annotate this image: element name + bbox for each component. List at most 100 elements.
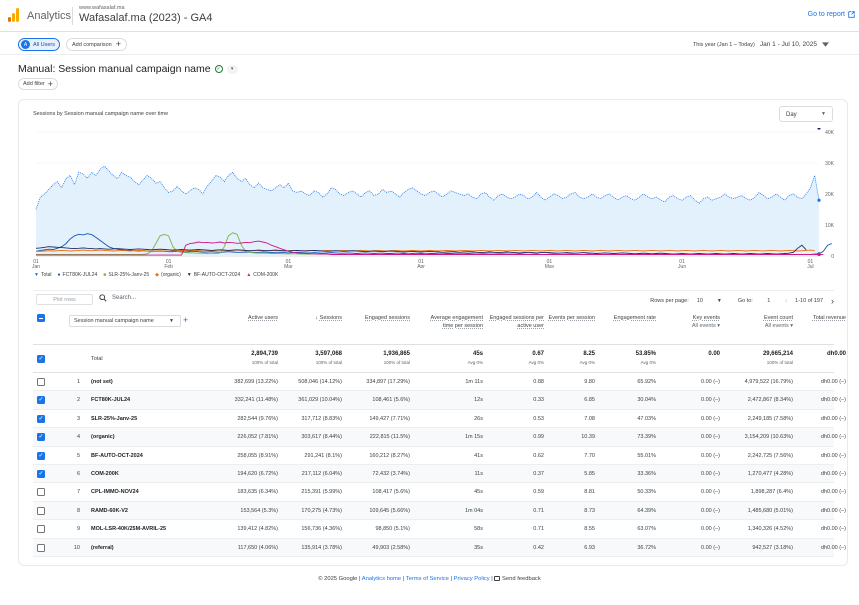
table-row[interactable]: ✓ 2 FCT80K-JUL24 332,241 (11.48%) 361,029 (1… [33, 391, 846, 410]
table-cell: 0.00 (–) [701, 397, 720, 404]
page-range: 1-10 of 197 [795, 298, 823, 304]
audience-label: All Users [33, 41, 56, 48]
date-range-picker[interactable]: This year (Jan 1 – Today) Jan 1 - Jul 10… [693, 41, 829, 48]
column-header[interactable]: ↓ Sessions [315, 314, 342, 322]
row-index: 5 [76, 452, 80, 459]
column-header[interactable]: Event count All events ▾ [764, 314, 793, 330]
total-percent: Avg 0% [640, 360, 656, 365]
table-cell: 1m 15s [464, 434, 483, 441]
table-cell: 170,275 (4.73%) [301, 507, 342, 514]
check-circle-icon[interactable]: ✓ [214, 65, 223, 73]
table-row[interactable]: ✓ 3 SLR-25%-Janv-25 282,544 (9.76%) 317,712 … [33, 410, 846, 429]
go-to-report-label: Go to report [807, 11, 845, 18]
add-dimension-plus-icon[interactable]: + [183, 315, 189, 325]
x-tick-month: Feb [164, 264, 173, 268]
series-line-3[interactable] [36, 249, 815, 252]
legend-marker-icon: ◆ [155, 272, 160, 278]
select-all-checkbox[interactable] [37, 314, 45, 322]
table-cell: dh0.00 (–) [820, 397, 846, 404]
series-line-4[interactable] [35, 244, 807, 255]
terms-link[interactable]: Terms of Service [405, 576, 449, 582]
y-tick-label: 30K [825, 161, 835, 167]
column-header[interactable]: Active users [248, 314, 278, 322]
rows-per-page-select[interactable]: 10 ▼ [697, 298, 722, 304]
chevron-down-icon[interactable]: ▾ [226, 64, 238, 74]
go-to-report-link[interactable]: Go to report [808, 11, 855, 18]
audience-chip[interactable]: A All Users [18, 38, 61, 51]
row-checkbox[interactable] [37, 525, 45, 534]
totals-checkbox[interactable]: ✓ [37, 355, 45, 363]
table-cell: 0.00 (–) [701, 507, 720, 514]
table-row[interactable]: ✓ 4 (organic) 226,052 (7.81%) 303,617 (8.44%… [33, 428, 846, 447]
campaign-name: SLR-25%-Janv-25 [91, 415, 138, 422]
send-feedback-link[interactable]: Send feedback [502, 576, 541, 582]
legend-item[interactable]: ● FCT80K-JUL24 [58, 272, 98, 278]
table-row[interactable]: 8 RAMD-60K-V2 153,564 (5.3%) 170,275 (4.73%… [33, 501, 846, 521]
column-header[interactable]: Engaged sessions per active user [482, 314, 544, 330]
table-row[interactable]: 7 CPL-IMMO-NOV24 183,635 (6.34%) 215,391 (5… [33, 483, 846, 502]
table-row[interactable]: 1 (not set) 382,699 (13.22%) 508,046 (14.12… [33, 373, 846, 392]
row-checkbox[interactable] [37, 506, 45, 515]
series-end-marker [817, 128, 821, 130]
table-cell: 0.33 [533, 397, 544, 404]
analytics-logo-icon[interactable] [8, 8, 20, 22]
dimension-select[interactable]: Session manual campaign name ▼ [69, 315, 181, 327]
row-checkbox[interactable]: ✓ [37, 396, 45, 405]
event-filter-select[interactable]: All events ▾ [764, 323, 793, 329]
table-row[interactable]: 10 (referral) 117,650 (4.06%) 135,914 (3.78… [33, 538, 846, 557]
table-row[interactable]: ✓ 5 BF-AUTO-OCT-2024 258,055 (8.91%) 291,241… [33, 447, 846, 465]
legend-item[interactable]: ▼ BF-AUTO-OCT-2024 [187, 272, 241, 278]
goto-page-input[interactable]: 1 [767, 298, 771, 304]
series-line-total[interactable] [35, 165, 820, 210]
privacy-link[interactable]: Privacy Policy [453, 576, 490, 582]
line-chart[interactable]: 40K30K20K10K001Jan01Feb01Mar01Apr01May01… [19, 128, 847, 268]
table-row[interactable]: 9 MOL-LSR-40K/25M-AVRIL-25 139,412 (4.82%)… [33, 520, 846, 539]
row-checkbox[interactable]: ✓ [37, 451, 45, 460]
table-row[interactable]: ✓ 6 COM-200K 194,620 (6.72%) 217,112 (6.04%)… [33, 464, 846, 484]
series-line-5[interactable] [36, 240, 824, 256]
chevron-down-icon: ▼ [716, 298, 722, 304]
search-box[interactable]: Search... [99, 294, 136, 302]
search-input[interactable]: Search... [112, 295, 137, 301]
column-header[interactable]: Key events All events ▾ [692, 314, 720, 330]
date-range-value: Jan 1 - Jul 10, 2025 [759, 41, 817, 48]
chevron-right-icon[interactable]: › [831, 296, 834, 306]
row-checkbox[interactable] [37, 378, 45, 386]
column-header-label: Sessions [319, 315, 342, 321]
property-selector[interactable]: Wafasalaf.ma (2023) - GA4 [79, 12, 213, 24]
analytics-home-link[interactable]: Analytics home [361, 576, 402, 582]
legend-label: COM-200K [253, 272, 279, 278]
granularity-select[interactable]: Day ▼ [779, 106, 833, 122]
legend-item[interactable]: ■ SLR-25%-Janv-25 [103, 272, 149, 278]
chart-title: Sessions by Session manual campaign name… [33, 111, 169, 117]
event-filter-select[interactable]: All events ▾ [691, 323, 720, 329]
column-header[interactable]: Engaged sessions [365, 314, 410, 322]
column-header[interactable]: Events per session [549, 314, 595, 322]
chevron-left-icon[interactable]: ‹ [784, 297, 788, 305]
row-checkbox[interactable]: ✓ [37, 414, 45, 423]
row-checkbox[interactable] [37, 488, 45, 497]
row-checkbox[interactable] [37, 543, 45, 552]
column-header[interactable]: Average engagement time per session [421, 314, 484, 330]
legend-item[interactable]: ▼ Total [34, 272, 52, 278]
legend-item[interactable]: ▲ COM-200K [246, 272, 278, 278]
total-cell: 2,894,739 100% of total [251, 351, 278, 365]
table-cell: 41s [474, 452, 483, 459]
add-filter-button[interactable]: Add filter + [18, 78, 58, 90]
row-checkbox[interactable]: ✓ [37, 469, 45, 478]
row-checkbox[interactable]: ✓ [37, 433, 45, 442]
footer: © 2025 Google | Analytics home | Terms o… [318, 576, 541, 582]
column-header-label: Engagement rate [613, 315, 656, 321]
plus-icon: + [115, 39, 122, 49]
column-header[interactable]: Total revenue [813, 314, 846, 322]
series-end-marker [817, 252, 821, 257]
legend-item[interactable]: ◆ (organic) [155, 272, 181, 278]
column-header[interactable]: Engagement rate [614, 314, 656, 322]
campaign-name: MOL-LSR-40K/25M-AVRIL-25 [91, 526, 167, 533]
column-header-label: Average engagement time per session [430, 315, 484, 329]
plot-rows-button[interactable]: Plot rows [36, 294, 93, 305]
table-cell: 108,417 (5.6%) [372, 489, 410, 496]
add-comparison-button[interactable]: Add comparison + [66, 38, 128, 51]
account-name[interactable]: www.wafasalaf.ma [79, 5, 125, 11]
table-cell: dh0.00 (–) [820, 544, 846, 551]
